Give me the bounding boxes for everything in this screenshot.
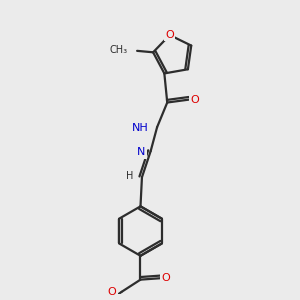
Text: H: H <box>126 171 134 181</box>
Text: O: O <box>190 94 199 105</box>
Text: N: N <box>137 147 146 157</box>
Text: O: O <box>165 30 174 40</box>
Text: CH₃: CH₃ <box>110 45 128 55</box>
Text: O: O <box>162 273 170 283</box>
Text: O: O <box>108 287 116 297</box>
Text: NH: NH <box>132 123 149 133</box>
